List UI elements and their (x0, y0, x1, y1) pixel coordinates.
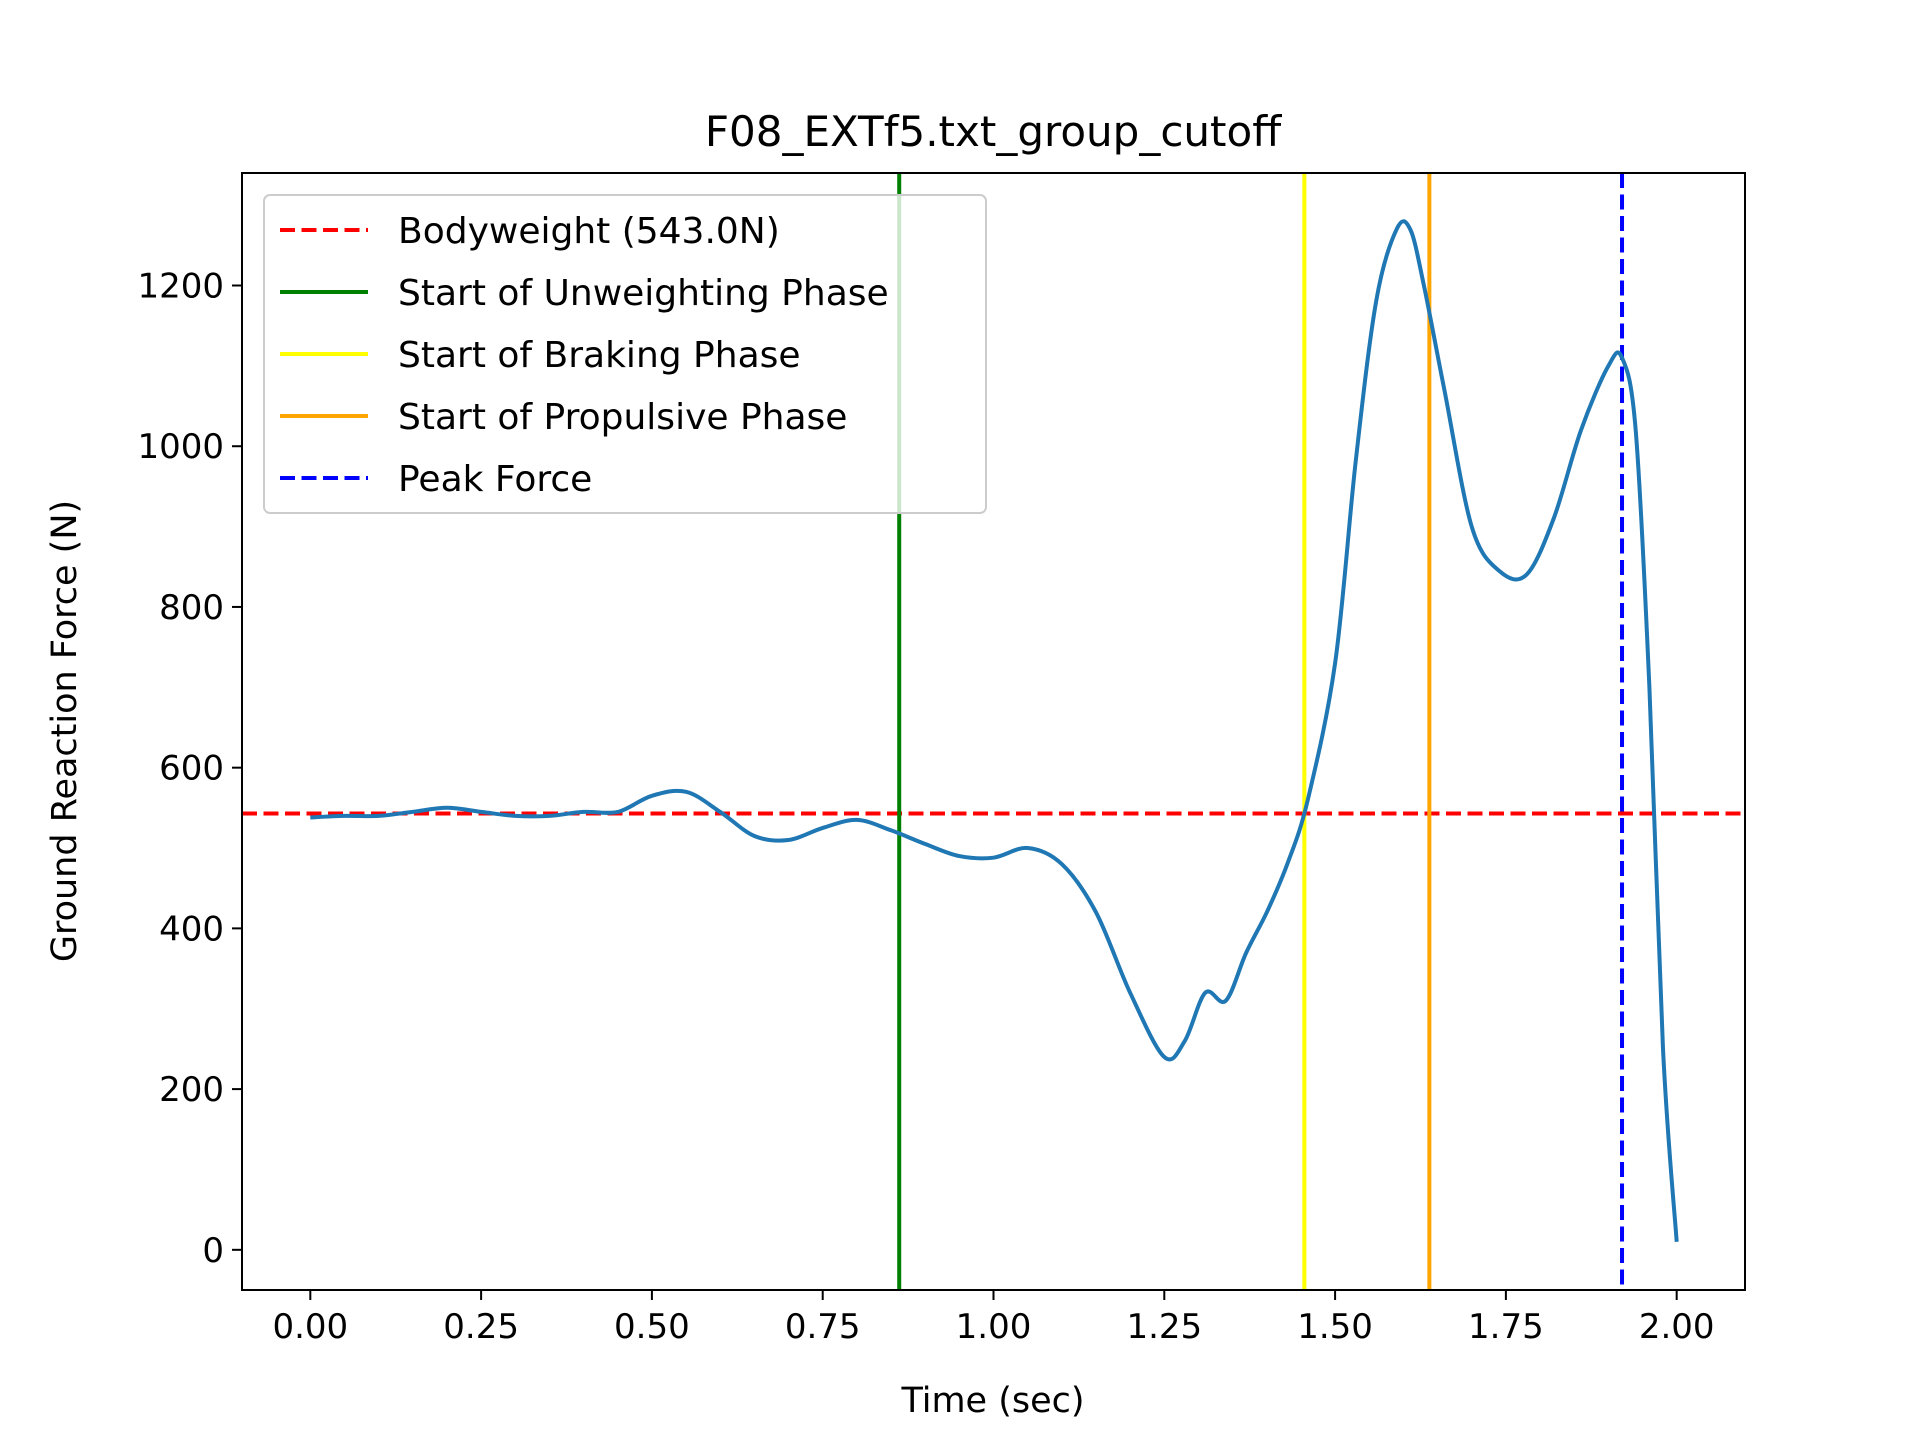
y-tick-label: 800 (159, 588, 224, 628)
x-tick-label: 0.00 (272, 1307, 348, 1347)
x-tick-label: 1.75 (1468, 1307, 1544, 1347)
legend-label: Start of Unweighting Phase (398, 273, 889, 314)
x-tick-label: 0.50 (614, 1307, 690, 1347)
legend-label: Peak Force (398, 459, 592, 500)
x-tick-label: 1.00 (956, 1307, 1032, 1347)
legend-box (263, 194, 987, 514)
chart-title: F08_EXTf5.txt_group_cutoff (705, 107, 1282, 156)
x-axis-label: Time (sec) (900, 1381, 1084, 1421)
x-tick-label: 2.00 (1639, 1307, 1715, 1347)
x-tick-label: 0.25 (443, 1307, 519, 1347)
y-tick-label: 1000 (137, 427, 224, 467)
x-tick-label: 1.50 (1297, 1307, 1373, 1347)
y-axis-ticks: 0 200 400 600 800 1000 1200 (137, 267, 242, 1271)
legend-label: Start of Braking Phase (398, 335, 801, 376)
y-tick-label: 400 (159, 909, 224, 949)
x-axis-ticks: 0.00 0.25 0.50 0.75 1.00 1.25 1.50 1.75 2.00 (272, 1290, 1715, 1347)
series-lines (310, 219, 1679, 1242)
y-tick-label: 1200 (137, 267, 224, 307)
y-tick-label: 0 (202, 1231, 224, 1271)
series-line (310, 219, 1679, 1242)
x-tick-label: 1.25 (1126, 1307, 1202, 1347)
legend-label: Bodyweight (543.0N) (398, 211, 780, 252)
legend-label: Start of Propulsive Phase (398, 397, 847, 438)
x-tick-label: 0.75 (785, 1307, 861, 1347)
y-axis-label: Ground Reaction Force (N) (45, 500, 85, 962)
legend: Bodyweight (543.0N) Start of Unweighting … (263, 194, 987, 514)
y-tick-label: 600 (159, 749, 224, 789)
y-tick-label: 200 (159, 1070, 224, 1110)
